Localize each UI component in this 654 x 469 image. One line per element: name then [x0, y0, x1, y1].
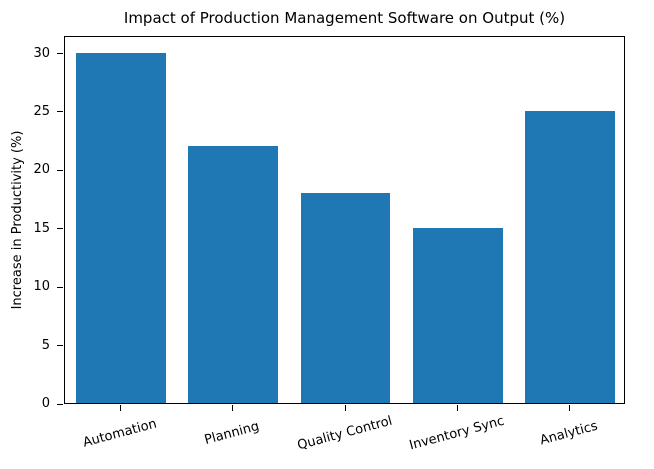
- bar: [76, 52, 166, 403]
- bar: [412, 227, 503, 403]
- bar: [300, 192, 391, 403]
- bar: [188, 145, 279, 403]
- y-tick: [57, 169, 63, 171]
- bar: [525, 110, 615, 403]
- y-tick: [57, 345, 63, 347]
- y-tick: [57, 403, 63, 405]
- x-tick: [120, 405, 122, 411]
- y-tick-label: 25: [33, 103, 50, 119]
- x-tick: [344, 405, 346, 411]
- y-tick: [57, 111, 63, 113]
- y-tick: [57, 228, 63, 230]
- chart-title: Impact of Production Management Software…: [123, 9, 566, 27]
- x-tick: [232, 405, 234, 411]
- y-tick-label: 10: [33, 279, 50, 295]
- y-tick: [57, 286, 63, 288]
- x-tick: [456, 405, 458, 411]
- y-tick-label: 5: [41, 337, 50, 353]
- y-tick-label: 15: [33, 220, 50, 236]
- y-tick-label: 30: [33, 45, 50, 61]
- y-tick: [57, 53, 63, 55]
- x-tick: [568, 405, 570, 411]
- plot-area: [64, 36, 625, 404]
- y-tick-label: 0: [41, 396, 50, 411]
- y-tick-label: 20: [33, 162, 50, 178]
